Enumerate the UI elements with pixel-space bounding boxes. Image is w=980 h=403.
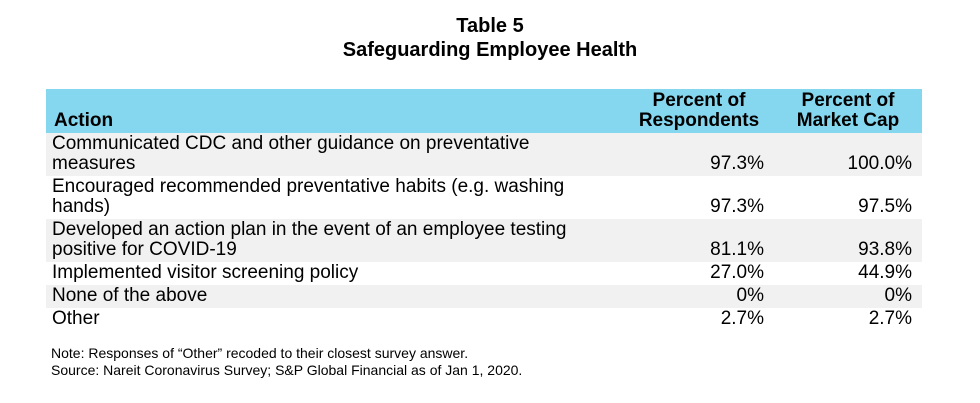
action-line2: measures	[52, 153, 136, 174]
table-row: Implemented visitor screening policy 27.…	[46, 262, 922, 285]
table-row: Encouraged recommended preventative habi…	[46, 176, 922, 219]
header-market-cap-line2: Market Cap	[796, 110, 900, 131]
respondents-cell: 2.7%	[720, 308, 764, 329]
header-row: Action Percent of Respondents Percent of…	[46, 89, 922, 133]
action-cell: Communicated CDC and other guidance on p…	[46, 133, 624, 176]
action-cell: Developed an action plan in the event of…	[46, 219, 624, 262]
table-row: None of the above 0% 0%	[46, 285, 922, 308]
action-line1: Communicated CDC and other guidance on p…	[52, 133, 530, 154]
respondents-cell: 97.3%	[710, 196, 764, 217]
market-cap-cell: 93.8%	[858, 239, 912, 260]
market-cap-cell: 2.7%	[868, 308, 912, 329]
action-cell: Other	[52, 308, 100, 329]
header-respondents: Percent of Respondents	[624, 89, 774, 133]
respondents-cell: 27.0%	[710, 262, 764, 283]
header-market-cap: Percent of Market Cap	[774, 89, 922, 133]
header-market-cap-line1: Percent of	[801, 90, 895, 111]
data-table: Action Percent of Respondents Percent of…	[46, 89, 922, 331]
source-text: Source: Nareit Coronavirus Survey; S&P G…	[51, 362, 523, 378]
table-row: Developed an action plan in the event of…	[46, 219, 922, 262]
header-respondents-line1: Percent of	[652, 90, 746, 111]
action-cell: None of the above	[52, 285, 208, 306]
action-line1: Developed an action plan in the event of…	[52, 219, 567, 240]
market-cap-cell: 97.5%	[858, 196, 912, 217]
header-action: Action	[54, 110, 114, 131]
table-row: Other 2.7% 2.7%	[46, 308, 922, 331]
respondents-cell: 0%	[736, 285, 764, 306]
table-title: Table 5	[456, 15, 524, 37]
action-line2: hands)	[52, 196, 111, 217]
table-notes: Note: Responses of “Other” recoded to th…	[51, 345, 522, 379]
note-text: Note: Responses of “Other” recoded to th…	[51, 345, 469, 361]
respondents-cell: 81.1%	[710, 239, 764, 260]
respondents-cell: 97.3%	[710, 153, 764, 174]
market-cap-cell: 0%	[884, 285, 912, 306]
action-line1: Encouraged recommended preventative habi…	[52, 176, 565, 197]
table-subtitle: Safeguarding Employee Health	[342, 39, 638, 61]
action-line2: positive for COVID-19	[52, 239, 237, 260]
action-cell: Implemented visitor screening policy	[52, 262, 359, 283]
action-cell: Encouraged recommended preventative habi…	[46, 176, 624, 219]
header-respondents-line2: Respondents	[638, 110, 760, 131]
market-cap-cell: 100.0%	[847, 153, 912, 174]
market-cap-cell: 44.9%	[858, 262, 912, 283]
table-row: Communicated CDC and other guidance on p…	[46, 133, 922, 176]
table-title-block: Table 5 Safeguarding Employee Health	[0, 14, 980, 62]
